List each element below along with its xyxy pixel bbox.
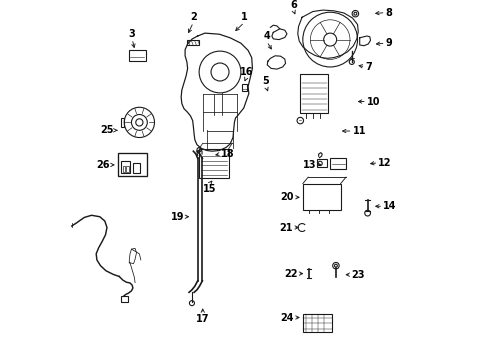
- Text: 8: 8: [385, 8, 392, 18]
- Bar: [122, 166, 125, 172]
- Text: 5: 5: [262, 76, 269, 86]
- Bar: [317, 159, 326, 167]
- Text: 7: 7: [365, 62, 371, 72]
- Text: 25: 25: [100, 125, 113, 135]
- Text: 26: 26: [96, 160, 110, 170]
- Text: 3: 3: [128, 29, 135, 39]
- Text: 17: 17: [196, 314, 209, 324]
- Bar: [302, 184, 340, 210]
- Bar: [126, 166, 129, 172]
- Text: 1: 1: [241, 12, 247, 22]
- Bar: [302, 314, 331, 332]
- Text: 2: 2: [190, 12, 196, 22]
- Text: 4: 4: [263, 31, 270, 41]
- Bar: [121, 296, 127, 302]
- Text: 6: 6: [289, 0, 296, 10]
- Bar: [121, 161, 130, 173]
- Text: 22: 22: [284, 269, 297, 279]
- Text: 23: 23: [350, 270, 364, 280]
- Bar: [199, 149, 228, 178]
- Text: 10: 10: [366, 96, 380, 107]
- Text: 19: 19: [170, 212, 183, 222]
- Bar: [241, 84, 247, 91]
- Text: 21: 21: [279, 222, 292, 233]
- Text: 11: 11: [352, 126, 365, 136]
- Bar: [118, 153, 146, 176]
- Text: 13: 13: [303, 159, 316, 170]
- Text: 14: 14: [382, 201, 396, 211]
- Text: 18: 18: [220, 149, 234, 159]
- Text: 20: 20: [280, 192, 294, 202]
- Bar: [121, 118, 124, 127]
- Text: 24: 24: [280, 312, 294, 323]
- Bar: [133, 163, 140, 173]
- Text: 12: 12: [378, 158, 391, 168]
- Text: 9: 9: [385, 38, 391, 48]
- Bar: [329, 158, 346, 169]
- Bar: [300, 74, 328, 113]
- Bar: [128, 50, 145, 61]
- Text: 16: 16: [239, 67, 252, 77]
- Text: 15: 15: [202, 184, 216, 194]
